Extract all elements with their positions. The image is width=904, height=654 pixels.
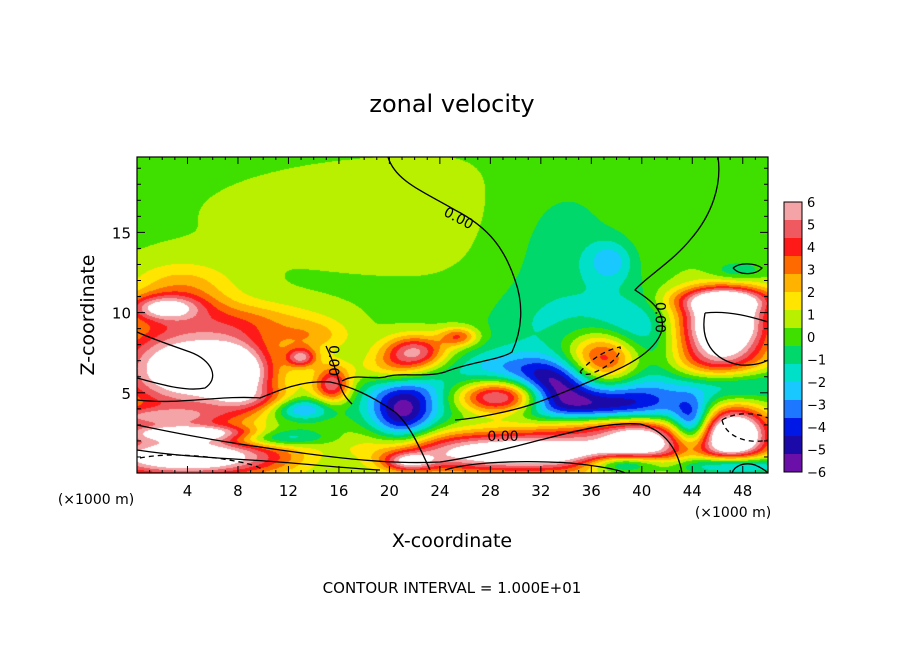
colorbar-swatch [784,238,802,257]
small-contour-center-left [325,345,353,405]
x-tick-label: 4 [183,482,193,500]
y-tick-label: 15 [112,224,131,242]
x-tick-label: 8 [233,482,243,500]
y-tick-label: 10 [112,305,131,323]
colorbar-tick-label: −6 [807,466,826,481]
colorbar-frame [783,201,803,473]
zero-contour-right-upper [454,157,720,421]
y-axis-ticks: 5 10 15 [112,167,768,458]
contour-interval-note: CONTOUR INTERVAL = 1.000E+01 [323,579,582,597]
contour-labels: 0.000.000.000.00 [325,204,668,445]
colorbar-swatch [784,274,802,293]
colorbar-swatch [784,256,802,275]
colorbar-swatch [784,400,802,419]
colorbar-swatch [784,328,802,347]
colorbar-tick-label: −4 [807,421,826,436]
contour-label: 0.00 [325,345,341,376]
colorbar-tick-label: −2 [807,376,826,391]
x-tick-label: 28 [481,482,500,500]
x-axis-label: X-coordinate [392,530,512,552]
x-tick-label: 36 [582,482,601,500]
contour-lines [137,157,768,473]
dashed-contour-right [721,413,768,442]
chart-title: zonal velocity [369,90,534,118]
colorbar-tick-label: 3 [807,264,815,279]
colorbar-swatch [784,220,802,239]
bottom-contour-right [444,461,768,473]
colorbar-swatch [784,454,802,473]
colorbar-tick-label: 1 [807,309,815,324]
y-axis-label: Z-coordinate [77,255,99,376]
x-tick-label: 48 [733,482,752,500]
dashed-contour-center [579,346,621,376]
colorbar-swatch [784,418,802,437]
colorbar-tick-label: 0 [807,331,815,346]
zero-contour-bottom-left [137,449,381,471]
colorbar: 6 5 4 3 2 1 0 −1 −2 −3 −4 −5 −6 [783,196,826,481]
x-axis-ticks: 4 8 12 16 20 24 28 32 36 40 44 48 [149,157,756,500]
x-tick-label: 12 [279,482,298,500]
colorbar-tick-label: 6 [807,196,815,211]
colorbar-tick-label: −1 [807,354,826,369]
x-tick-label: 32 [531,482,550,500]
inner-contour-right [703,311,768,366]
x-tick-label: 40 [632,482,651,500]
colorbar-swatch [784,292,802,311]
colorbar-swatch [784,310,802,329]
colorbar-swatch [784,202,802,221]
x-unit-note-right: (×1000 m) [695,505,771,521]
colorbar-swatch [784,346,802,365]
colorbar-swatch [784,364,802,383]
colorbar-swatch [784,382,802,401]
zero-contour-middle [137,381,431,471]
y-tick-label: 5 [121,385,131,403]
colorbar-tick-label: −5 [807,444,826,459]
colorbar-tick-label: 2 [807,286,815,301]
x-tick-label: 20 [380,482,399,500]
colorbar-tick-label: −3 [807,399,826,414]
contour-label: 0.00 [487,429,518,445]
x-tick-label: 24 [430,482,449,500]
x-tick-label: 16 [329,482,348,500]
x-tick-label: 44 [683,482,702,500]
colorbar-swatch [784,436,802,455]
colorbar-tick-label: 4 [807,241,815,256]
colorbar-tick-label: 5 [807,219,815,234]
heatmap-field [137,157,768,473]
small-contour-right-top [732,263,763,275]
zero-contour-upper [341,157,522,382]
zero-contour-lower [137,423,683,473]
inner-contour-left [137,331,214,390]
contour-label: 0.00 [652,302,668,333]
x-unit-note-left: (×1000 m) [58,492,134,508]
